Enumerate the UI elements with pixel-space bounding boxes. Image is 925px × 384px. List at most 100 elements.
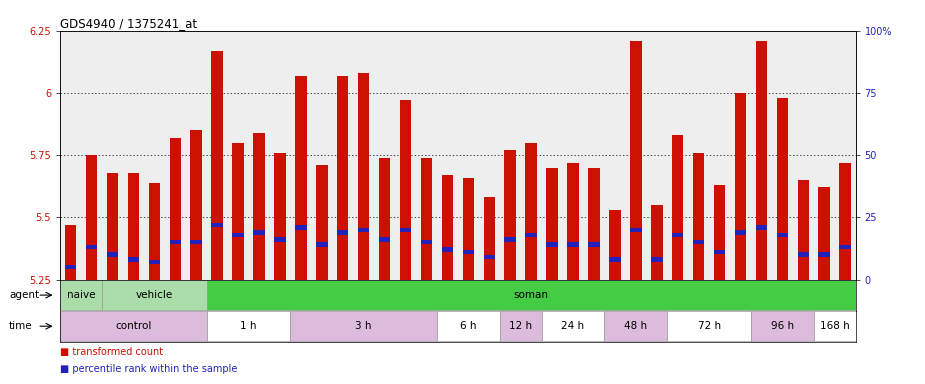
Bar: [169, 240, 181, 245]
Bar: [714, 185, 725, 280]
Bar: [379, 157, 390, 280]
Bar: [756, 41, 767, 280]
Bar: [421, 240, 432, 245]
Bar: [734, 230, 746, 235]
Bar: [358, 73, 369, 280]
Bar: [610, 210, 621, 280]
Bar: [547, 242, 558, 247]
Bar: [756, 225, 767, 230]
Bar: [206, 280, 856, 310]
Bar: [421, 157, 432, 280]
Bar: [149, 260, 160, 264]
Bar: [86, 155, 97, 280]
Bar: [337, 76, 349, 280]
Bar: [316, 165, 327, 280]
Bar: [441, 247, 453, 252]
Bar: [295, 225, 306, 230]
Bar: [232, 143, 244, 280]
Bar: [588, 242, 599, 247]
Bar: [839, 162, 851, 280]
Bar: [567, 162, 579, 280]
Text: control: control: [116, 321, 152, 331]
Bar: [500, 311, 542, 341]
Bar: [672, 233, 684, 237]
Bar: [437, 311, 500, 341]
Bar: [667, 311, 751, 341]
Text: soman: soman: [513, 290, 549, 300]
Bar: [751, 311, 814, 341]
Text: 24 h: 24 h: [561, 321, 585, 331]
Bar: [212, 223, 223, 227]
Bar: [734, 93, 746, 280]
Bar: [588, 167, 599, 280]
Bar: [379, 237, 390, 242]
Text: agent: agent: [9, 290, 39, 300]
Bar: [819, 187, 830, 280]
Bar: [542, 311, 604, 341]
Bar: [400, 228, 412, 232]
Text: 168 h: 168 h: [820, 321, 849, 331]
Bar: [693, 240, 704, 245]
Text: naive: naive: [67, 290, 95, 300]
Bar: [484, 255, 495, 260]
Bar: [191, 240, 202, 245]
Text: 12 h: 12 h: [509, 321, 532, 331]
Bar: [651, 257, 662, 262]
Text: 6 h: 6 h: [460, 321, 476, 331]
Text: 3 h: 3 h: [355, 321, 372, 331]
Bar: [504, 150, 516, 280]
Bar: [547, 167, 558, 280]
Bar: [630, 41, 642, 280]
Bar: [693, 153, 704, 280]
Bar: [400, 100, 412, 280]
Bar: [253, 133, 265, 280]
Bar: [651, 205, 662, 280]
Bar: [797, 252, 809, 257]
Bar: [337, 230, 349, 235]
Bar: [777, 233, 788, 237]
Bar: [60, 311, 206, 341]
Text: GDS4940 / 1375241_at: GDS4940 / 1375241_at: [60, 17, 197, 30]
Bar: [295, 76, 306, 280]
Bar: [212, 51, 223, 280]
Bar: [630, 228, 642, 232]
Bar: [604, 311, 667, 341]
Bar: [610, 257, 621, 262]
Bar: [839, 245, 851, 250]
Bar: [316, 242, 327, 247]
Bar: [65, 265, 77, 269]
Bar: [128, 257, 139, 262]
Bar: [777, 98, 788, 280]
Text: 48 h: 48 h: [624, 321, 647, 331]
Bar: [290, 311, 437, 341]
Bar: [525, 143, 536, 280]
Bar: [274, 153, 286, 280]
Bar: [86, 245, 97, 250]
Text: 1 h: 1 h: [240, 321, 257, 331]
Bar: [102, 280, 206, 310]
Bar: [358, 228, 369, 232]
Bar: [191, 130, 202, 280]
Bar: [65, 225, 77, 280]
Bar: [274, 237, 286, 242]
Bar: [814, 311, 856, 341]
Bar: [128, 172, 139, 280]
Text: 72 h: 72 h: [697, 321, 721, 331]
Bar: [567, 242, 579, 247]
Bar: [462, 250, 475, 255]
Bar: [819, 252, 830, 257]
Bar: [504, 237, 516, 242]
Bar: [525, 233, 536, 237]
Bar: [484, 197, 495, 280]
Bar: [106, 252, 118, 257]
Bar: [441, 175, 453, 280]
Text: ■ percentile rank within the sample: ■ percentile rank within the sample: [60, 364, 238, 374]
Bar: [797, 180, 809, 280]
Bar: [149, 182, 160, 280]
Bar: [169, 138, 181, 280]
Bar: [232, 233, 244, 237]
Bar: [206, 311, 290, 341]
Text: vehicle: vehicle: [136, 290, 173, 300]
Bar: [60, 280, 102, 310]
Bar: [672, 135, 684, 280]
